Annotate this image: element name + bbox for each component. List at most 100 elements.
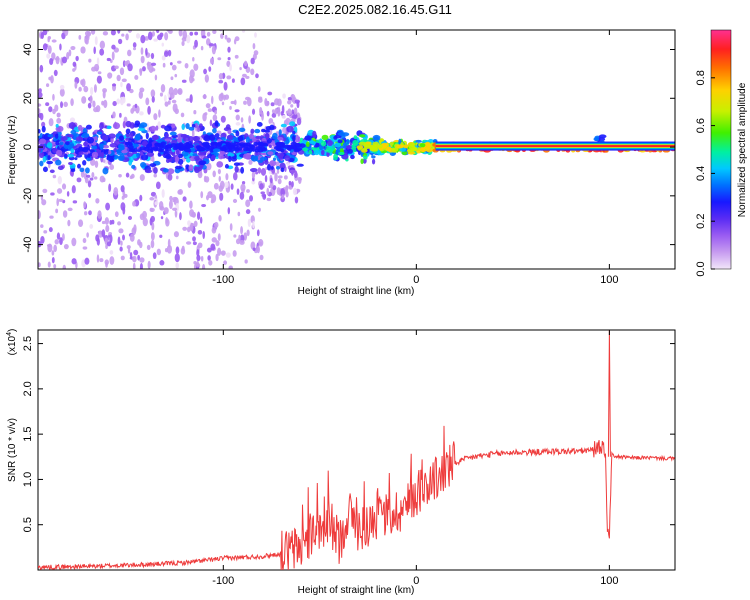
spectrogram-cell [327,140,333,146]
spectrogram-cell [92,100,96,108]
spectrogram-cell [287,146,292,151]
spectrogram-cell [228,266,232,269]
spectrogram-cell [186,34,191,44]
figure-title: C2E2.2025.082.16.45.G11 [298,2,452,17]
spectrogram-cell [240,226,244,235]
spectrogram-cell [308,150,313,155]
spectrogram-cell [39,160,44,167]
spectrogram-cell [252,247,256,251]
snr-y-tick-label: 1.0 [22,472,34,487]
spectrogram-cell [104,217,110,225]
spectrogram-cell [206,38,211,46]
spectrogram-cell [210,155,216,161]
spectrogram-cell [166,147,172,152]
spectrogram-cell [101,100,105,106]
spectrogram-cell [282,93,286,99]
spectrogram-cell [188,164,194,172]
spectrogram-cell [144,36,149,41]
spectrogram-cell [174,143,182,148]
spectrogram-cell [46,30,50,33]
spectrogram-cell [49,169,55,174]
spectrogram-cell [227,46,231,53]
spectrogram-cell [164,248,169,253]
spectrogram-cell [212,148,221,153]
spectrogram-cell [163,94,167,102]
spectrogram-cell [51,52,56,60]
spectrogram-cell [56,232,61,240]
spectrogram-cell [272,185,277,191]
spectrogram-carrier-band [435,145,675,148]
spectrogram-cell [257,167,262,174]
spectrogram-y-label: Frequency (Hz) [7,116,18,185]
spectrogram-cell [276,98,282,107]
spectrogram-cell [61,183,67,190]
spectrogram-cell [121,149,128,154]
spectrogram-cell [185,241,192,245]
spectrogram-cell [217,57,222,61]
snr-x-tick-label: 0 [413,575,419,587]
spectrogram-cell [120,185,125,193]
spectrogram-cell [233,147,239,152]
spectrogram-cell [396,144,404,149]
spectrogram-cell [119,135,125,141]
spectrogram-cell [132,47,137,51]
spectrogram-cell [149,207,154,212]
spectrogram-cell [390,147,399,152]
spectrogram-cell [164,138,171,142]
spectrogram-cell [204,144,211,149]
spectrogram-cell [161,55,166,61]
spectrogram-cell [414,139,422,143]
spectrogram-cell [358,141,367,146]
spectrogram-cell [126,83,131,92]
spectrogram-cell [180,134,185,138]
spectrogram-cell [259,183,264,190]
spectrogram-cell [47,25,52,29]
spectrogram-cell [160,124,166,129]
spectrogram-cell [83,211,88,216]
spectrogram-x-ticks: -100 0 100 [212,30,619,286]
spectrogram-cell [43,230,48,234]
spectrogram-cell [265,125,272,131]
spectrogram-cell [194,31,199,36]
spectrogram-cell [125,128,131,135]
spectrogram-cell [174,165,183,170]
spectrogram-cell [67,219,71,227]
spectrogram-cell [248,159,253,165]
spectrogram-cell [113,187,119,196]
spectrogram-cell [261,142,268,147]
spectrogram-cell [56,197,60,207]
spectrogram-cell [120,202,126,211]
spectrogram-cell [227,57,231,61]
spectrogram-cell [233,162,240,167]
spectrogram-cell [72,68,76,72]
spectrogram-cell [304,135,312,141]
spectrogram-cell [204,74,209,83]
spectrogram-cell [145,97,150,106]
spectrogram-cell [293,107,298,115]
spectrogram-cell [117,30,121,34]
spectrogram-cell [264,174,268,183]
spectrogram-cell [40,224,44,229]
spectrogram-cell [94,136,98,141]
spectrogram-cell [118,173,122,178]
spectrogram-cell [101,229,106,238]
spectrogram-cell [239,239,245,245]
spectrogram-cell [130,148,138,153]
spectrogram-cell [157,138,163,144]
spectrogram-cell [178,153,183,159]
spectrogram-cell [147,61,150,70]
spectrogram-cell [80,46,86,54]
spectrogram-cell [83,201,87,209]
spectrogram-cell [256,122,263,127]
spectrogram-cell [264,100,270,107]
spectrogram-cell [87,102,92,109]
spectrogram-cell [216,161,224,168]
spectrogram-cell [58,198,64,203]
spectrogram-cell [109,164,115,171]
spectrogram-cell [267,163,272,171]
spectrogram-cell [91,171,95,178]
spectrogram-cell [212,114,218,122]
spectrogram-cell [249,195,254,202]
spectrogram-cell [102,90,106,99]
